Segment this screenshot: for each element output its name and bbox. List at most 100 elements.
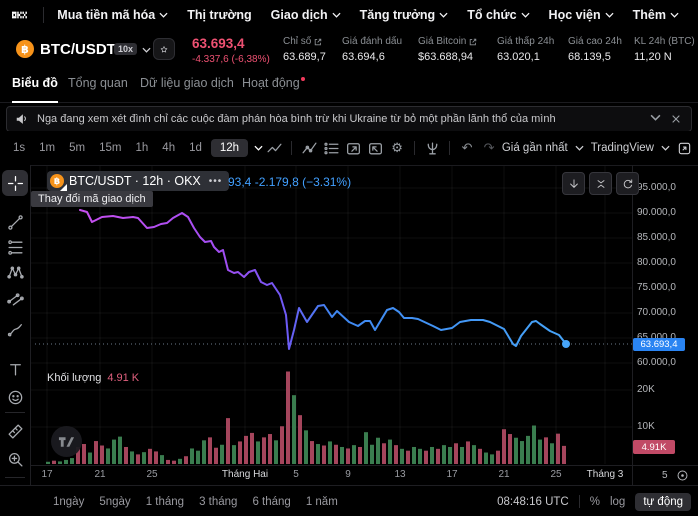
volume-pane-label: Khối lượng 4.91 K (47, 372, 140, 384)
nav-item-0[interactable]: Mua tiền mã hóa (57, 8, 168, 22)
chevron-down-icon (332, 12, 341, 18)
nav-item-6[interactable]: Thêm (633, 8, 679, 22)
time-label: 5 (293, 469, 299, 480)
cursor-icon (60, 184, 67, 191)
volume-value: 4.91 K (107, 372, 140, 384)
chevron-down-icon (670, 12, 679, 18)
legend-more-button[interactable]: ••• (208, 175, 223, 187)
range-3[interactable]: 3 tháng (199, 495, 238, 508)
time-label: Tháng Hai (221, 469, 269, 480)
chart-legend[interactable]: ฿ BTC/USDT · 12h · OKX ••• (47, 171, 230, 191)
nav-item-2[interactable]: Giao dịch (271, 8, 341, 22)
chevron-down-icon (605, 12, 614, 18)
log-scale-button[interactable]: log (609, 495, 626, 508)
fib-retracement-tool[interactable] (2, 234, 28, 260)
favorite-button[interactable] (153, 38, 175, 60)
save-layout-icon[interactable] (342, 137, 364, 159)
tab-2[interactable]: Dữ liệu giao dịch (140, 76, 234, 90)
timeframe-15m[interactable]: 15m (99, 142, 122, 154)
bitcoin-icon-small: ฿ (50, 174, 67, 191)
megaphone-icon (15, 112, 29, 126)
brush-tool[interactable] (2, 316, 28, 342)
vendor-dropdown[interactable]: TradingView (590, 142, 654, 154)
time-label: 13 (394, 469, 406, 480)
tab-0[interactable]: Biểu đồ (12, 76, 58, 103)
news-ticker[interactable]: Nga đang xem xét đình chỉ các cuộc đàm p… (6, 106, 692, 132)
measure-tool[interactable] (2, 418, 28, 444)
text-tool[interactable] (2, 356, 28, 382)
price-mode-dropdown[interactable]: Giá gần nhất (501, 142, 568, 154)
nav-item-4[interactable]: Tổ chức (467, 8, 530, 22)
timeframe-1d[interactable]: 1d (189, 142, 202, 154)
axis-label: 95.000,0 (637, 182, 676, 193)
collapse-pane-button[interactable] (589, 172, 612, 195)
emoji-tool[interactable] (2, 384, 28, 410)
chart-type-icon[interactable] (263, 137, 285, 159)
pair-title[interactable]: BTC/USDT (40, 41, 116, 58)
trend-line-tool[interactable] (2, 209, 28, 235)
percent-scale-button[interactable]: % (589, 495, 600, 508)
range-2[interactable]: 1 tháng (145, 495, 185, 508)
chart-toolbar: 1s 1m 5m 15m 1h 4h 1d 12h ⚙ ↶ ↷ Giá gần nhất Tr… (0, 131, 698, 166)
axis-label: 10K (637, 421, 655, 432)
tab-1[interactable]: Tổng quan (68, 76, 128, 90)
reset-chart-button[interactable] (616, 172, 639, 195)
stat-0: Chỉ số 63.689,7 (283, 36, 326, 63)
timeframe-1m[interactable]: 1m (39, 142, 56, 154)
session-clock-icon[interactable] (676, 469, 689, 482)
chevron-down-icon[interactable] (650, 114, 661, 121)
projection-tool[interactable] (2, 286, 28, 312)
range-4[interactable]: 6 tháng (252, 495, 291, 508)
indicators-icon[interactable] (298, 137, 320, 159)
timeframe-1s[interactable]: 1s (13, 142, 26, 154)
axis-label: 75.000,0 (637, 282, 676, 293)
crosshair-tool[interactable] (2, 170, 28, 196)
timeframe-1h[interactable]: 1h (135, 142, 149, 154)
legend-symbol-text: BTC/USDT · 12h · OKX (69, 174, 201, 188)
fullscreen-icon[interactable] (677, 141, 692, 156)
undo-icon[interactable]: ↶ (461, 140, 473, 156)
notification-dot (300, 77, 305, 81)
pattern-xabcd-tool[interactable] (2, 259, 28, 285)
zoom-in-tool[interactable] (2, 446, 28, 472)
nav-item-5[interactable]: Học viện (549, 8, 614, 22)
chevron-down-icon[interactable] (142, 47, 151, 53)
range-0[interactable]: 1ngày (53, 495, 85, 508)
time-label: 17 (41, 469, 53, 480)
chevron-down-icon[interactable] (575, 145, 584, 151)
auto-scale-button[interactable]: tự động (635, 492, 691, 511)
legend-values: 93,4 -2.179,8 (−3.31%) (228, 175, 351, 189)
timeframe-chevron-icon[interactable] (254, 145, 263, 151)
clock-utc[interactable]: 08:48:16 UTC (497, 495, 569, 508)
legend-change: -2.179,8 (−3.31%) (254, 175, 352, 189)
axis-label: 85.000,0 (637, 232, 676, 243)
timeframe-5m[interactable]: 5m (69, 142, 86, 154)
axis-label: 70.000,0 (637, 307, 676, 318)
external-link-icon[interactable] (314, 38, 322, 46)
tradingview-watermark[interactable] (51, 426, 82, 457)
settings-gear-icon[interactable]: ⚙ (391, 140, 403, 156)
tab-3[interactable]: Hoạt động (242, 76, 305, 101)
bitcoin-icon: ฿ (16, 40, 34, 58)
axis-label: 65.000,0 (637, 332, 676, 343)
export-icon[interactable] (364, 137, 386, 159)
time-label: 25 (146, 469, 158, 480)
drawing-toolbar (0, 165, 31, 516)
scroll-to-latest-button[interactable] (562, 172, 585, 195)
timeframe-12h[interactable]: 12h (210, 139, 249, 157)
stat-4: Giá cao 24h 68.139,5 (568, 36, 622, 63)
compare-list-icon[interactable] (320, 137, 342, 159)
legend-price: 93,4 (228, 175, 252, 189)
close-icon[interactable] (671, 114, 681, 124)
nav-item-1[interactable]: Thị trường (187, 8, 252, 22)
chevron-down-icon[interactable] (661, 145, 670, 151)
range-5[interactable]: 1 năm (305, 495, 338, 508)
okx-logo[interactable] (12, 6, 27, 24)
redo-icon[interactable]: ↷ (483, 140, 495, 156)
chart-footer: 1ngày 5ngày 1 tháng 3 tháng 6 tháng 1 năm 08:… (0, 485, 698, 516)
external-link-icon[interactable] (469, 38, 477, 46)
nav-item-3[interactable]: Tăng trưởng (360, 8, 449, 22)
trading-panel-icon[interactable] (421, 137, 443, 159)
range-1[interactable]: 5ngày (99, 495, 131, 508)
timeframe-4h[interactable]: 4h (162, 142, 176, 154)
